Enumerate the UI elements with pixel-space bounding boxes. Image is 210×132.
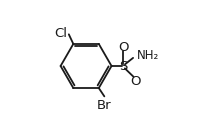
- Text: O: O: [118, 41, 129, 54]
- Text: O: O: [130, 75, 140, 88]
- Text: NH₂: NH₂: [137, 49, 159, 62]
- Text: Cl: Cl: [54, 27, 67, 40]
- Text: S: S: [119, 60, 127, 72]
- Text: Br: Br: [97, 99, 112, 112]
